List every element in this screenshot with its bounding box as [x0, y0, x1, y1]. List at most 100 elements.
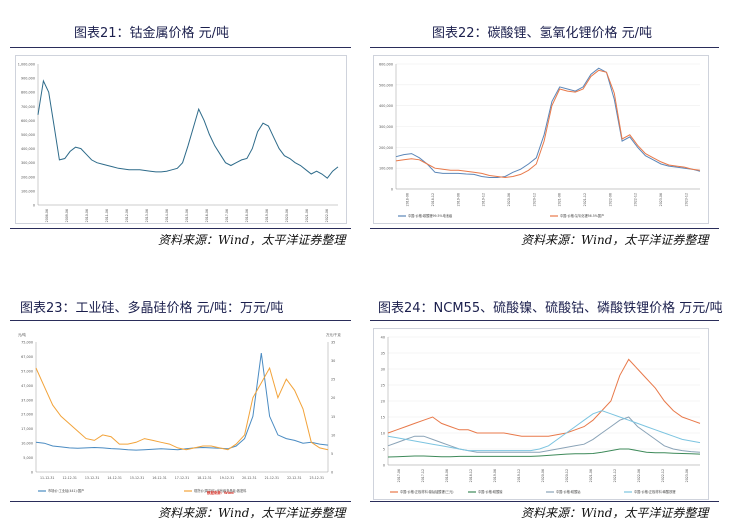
- y-tick-label: 0: [33, 204, 35, 208]
- x-tick-label: 2017-12: [421, 469, 425, 482]
- y-tick-label: 100,000: [21, 189, 35, 193]
- y-right-tick-label: 0: [331, 471, 333, 475]
- y-tick-label: 10: [381, 432, 385, 436]
- x-tick-label: 2021-06: [589, 469, 593, 482]
- chart-area: 0 5,000 10,000 17,000 27,000 37,000 47,000 57,0…: [12, 328, 348, 498]
- y-tick-label: 1,000,000: [18, 63, 35, 67]
- series-line: [387, 358, 701, 437]
- x-tick-label: 11-12-31: [40, 476, 54, 480]
- x-tick-label: 14-12-31: [107, 476, 121, 480]
- x-tick-label: 19-12-31: [220, 476, 234, 480]
- title-rule: [10, 320, 351, 321]
- x-tick-label: 17-12-31: [175, 476, 189, 480]
- chart-title: 图表22：碳酸锂、氢氧化锂价格 元/吨: [432, 26, 653, 41]
- x-tick-label: 21-12-31: [265, 476, 279, 480]
- chart-note: 数据来源：Wind: [206, 490, 234, 495]
- x-tick-label: 2009-06: [65, 209, 69, 222]
- x-tick-label: 2019-12: [517, 469, 521, 482]
- y-tick-label: 37,000: [21, 398, 33, 402]
- chart-area: 0 100,000 200,000 300,000 400,000 500,000 600,…: [15, 55, 347, 224]
- source-rule: [370, 501, 719, 502]
- chart-title: 图表21：钴金属价格 元/吨: [74, 26, 230, 41]
- x-tick-label: 13-12-31: [85, 476, 99, 480]
- y-tick-label: 75,000: [21, 341, 33, 345]
- legend-label: 中国:价格:硫酸镍: [478, 489, 503, 494]
- battery-materials-chart: 0 5 10 15 20 25 30 35 40 2017-06 2017-12 2018-06 201…: [381, 336, 701, 494]
- x-tick-label: 2022-06: [325, 209, 329, 222]
- y-tick-label: 25: [381, 384, 385, 388]
- x-tick-label: 2012-06: [125, 209, 129, 222]
- x-tick-label: 2021-06: [305, 209, 309, 222]
- x-tick-label: 2018-06: [406, 193, 410, 206]
- x-tick-label: 2018-12: [469, 469, 473, 482]
- chart-title: 图表23：工业硅、多晶硅价格 元/吨：万元/吨: [20, 301, 284, 316]
- x-tick-label: 2018-06: [245, 209, 249, 222]
- x-tick-label: 2022-06: [637, 469, 641, 482]
- legend-label: 中国:价格:硫酸钴: [556, 489, 581, 494]
- x-tick-label: 2015-06: [185, 209, 189, 222]
- y-tick-label: 300,000: [379, 125, 393, 129]
- x-tick-label: 2022-06: [608, 193, 612, 206]
- cobalt-chart: 0 100,000 200,000 300,000 400,000 500,000 600,…: [18, 63, 339, 222]
- x-tick-label: 2019-12: [482, 193, 486, 206]
- y-tick-label: 600,000: [379, 63, 393, 67]
- chart-title: 图表24：NCM55、硫酸镍、硫酸钴、磷酸铁锂价格 万元/吨: [378, 301, 723, 316]
- x-tick-label: 20-12-31: [242, 476, 256, 480]
- series-line: [35, 353, 329, 451]
- lithium-chart: 0 100,000 200,000 300,000 400,000 500,000 600,…: [379, 63, 701, 218]
- x-tick-label: 2020-12: [565, 469, 569, 482]
- source-note: 资料来源：Wind，太平洋证券整理: [158, 506, 346, 520]
- series-line: [387, 448, 701, 458]
- source-rule: [370, 228, 719, 229]
- x-tick-label: 15-12-31: [130, 476, 144, 480]
- x-tick-label: 2021-12: [613, 469, 617, 482]
- title-rule: [370, 320, 719, 321]
- series-line: [37, 79, 339, 179]
- y-tick-label: 15: [381, 416, 385, 420]
- x-tick-label: 2020-06: [541, 469, 545, 482]
- y-right-tick-label: 30: [331, 359, 335, 363]
- y-tick-label: 800,000: [21, 91, 35, 95]
- x-tick-label: 2023-06: [659, 193, 663, 206]
- source-rule: [10, 228, 351, 229]
- source-rule: [10, 501, 351, 502]
- y-tick-label: 47,000: [21, 384, 33, 388]
- y-tick-label: 35: [381, 352, 385, 356]
- y-tick-label: 0: [31, 471, 33, 475]
- x-tick-label: 2018-06: [445, 469, 449, 482]
- series-line: [387, 416, 701, 453]
- source-note: 资料来源：Wind，太平洋证券整理: [158, 233, 346, 247]
- x-tick-label: 2021-12: [583, 193, 587, 206]
- x-tick-label: 2020-06: [285, 209, 289, 222]
- y-tick-label: 10,000: [21, 442, 33, 446]
- x-tick-label: 18-12-31: [197, 476, 211, 480]
- y-tick-label: 300,000: [21, 161, 35, 165]
- x-tick-label: 2008-06: [45, 209, 49, 222]
- x-tick-label: 2016-06: [205, 209, 209, 222]
- y-tick-label: 17,000: [21, 427, 33, 431]
- x-tick-label: 16-12-31: [152, 476, 166, 480]
- x-tick-label: 2019-06: [456, 193, 460, 206]
- source-note: 资料来源：Wind，太平洋证券整理: [521, 506, 709, 520]
- y-tick-label: 500,000: [379, 83, 393, 87]
- y-tick-label: 30: [381, 368, 385, 372]
- y-tick-label: 600,000: [21, 119, 35, 123]
- x-tick-label: 2019-06: [265, 209, 269, 222]
- series-line: [395, 67, 701, 178]
- x-tick-label: 2020-06: [507, 193, 511, 206]
- chart-area: 0 100,000 200,000 300,000 400,000 500,000 600,…: [373, 55, 709, 224]
- x-tick-label: 22-12-31: [287, 476, 301, 480]
- y-right-tick-label: 5: [331, 452, 333, 456]
- legend-label: 中国:价格:碳酸锂99.5%电池级: [408, 213, 453, 218]
- y-tick-label: 20: [381, 400, 385, 404]
- title-rule: [370, 47, 719, 48]
- series-line: [395, 69, 701, 179]
- y-tick-label: 40: [381, 336, 385, 340]
- y-right-tick-label: 15: [331, 415, 335, 419]
- silicon-chart: 0 5,000 10,000 17,000 27,000 37,000 47,000 57,0…: [18, 332, 341, 495]
- source-note: 资料来源：Wind，太平洋证券整理: [521, 233, 709, 247]
- x-tick-label: 23-12-31: [310, 476, 324, 480]
- x-tick-label: 2019-06: [493, 469, 497, 482]
- y-axis-label: 元/吨: [18, 332, 27, 337]
- y-tick-label: 5,000: [23, 456, 33, 460]
